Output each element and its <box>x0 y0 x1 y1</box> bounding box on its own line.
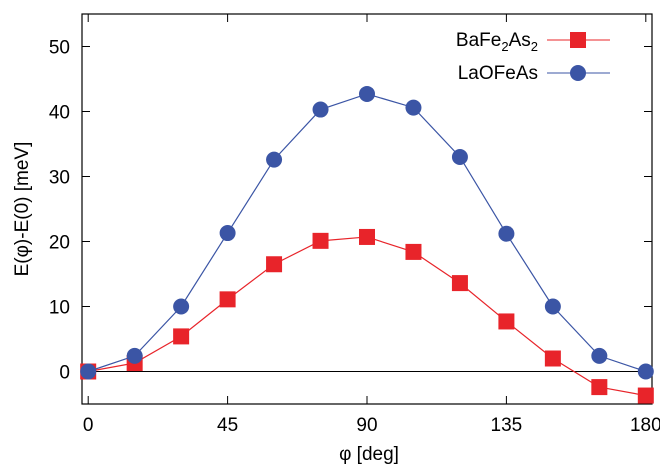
x-tick-label: 135 <box>491 415 523 436</box>
legend-part-mid: As <box>509 30 531 51</box>
y-tick-label: 20 <box>49 233 70 254</box>
data-point-circle <box>405 99 422 116</box>
data-point-circle <box>544 298 561 315</box>
y-tick-label: 50 <box>49 38 70 59</box>
ticks-layer: 0 45 90 135 180 0 10 20 30 40 50 <box>49 14 660 436</box>
y-tick-label: 0 <box>59 363 70 384</box>
data-point-circle <box>80 363 97 380</box>
data-point-square <box>266 256 283 273</box>
data-point-circle <box>219 225 236 242</box>
x-tick-label: 0 <box>83 415 94 436</box>
data-point-circle <box>451 149 468 165</box>
data-point-square <box>405 243 422 260</box>
legend-label-bafe2as2: BaFe2As2 <box>456 30 538 54</box>
legend-part-sub1: 2 <box>501 39 508 54</box>
data-point-square <box>312 232 329 249</box>
data-point-circle <box>591 347 608 364</box>
legend-part-base: BaFe <box>456 30 501 51</box>
data-point-circle <box>498 225 515 242</box>
data-point-circle <box>312 101 329 118</box>
x-tick-label: 45 <box>217 415 238 436</box>
series-layer <box>80 85 654 404</box>
data-point-square <box>498 313 515 330</box>
y-tick-label: 10 <box>49 298 70 319</box>
y-tick-label: 30 <box>49 168 70 189</box>
x-tick-label: 180 <box>630 415 660 436</box>
legend-part-sub2: 2 <box>531 39 538 54</box>
data-point-square <box>173 328 190 345</box>
x-tick-label: 90 <box>356 415 377 436</box>
y-axis-title: E(φ)-E(0) [meV] <box>12 142 33 277</box>
legend-marker-bafe2as2 <box>570 32 586 48</box>
data-point-circle <box>173 298 190 315</box>
legend-marker-laofeas <box>570 65 586 81</box>
data-point-circle <box>126 347 143 364</box>
data-point-circle <box>266 151 283 168</box>
data-point-square <box>451 275 468 292</box>
data-point-circle <box>637 363 654 380</box>
data-point-circle <box>359 85 375 102</box>
data-point-square <box>544 350 561 367</box>
data-point-square <box>219 291 236 308</box>
x-axis-title: φ [deg] <box>339 444 399 465</box>
y-tick-label: 40 <box>49 103 70 124</box>
legend-label-laofeas: LaOFeAs <box>458 63 538 84</box>
data-point-square <box>359 228 375 245</box>
data-point-square <box>591 379 608 396</box>
legend: BaFe2As2 LaOFeAs <box>456 30 610 84</box>
data-point-square <box>637 387 654 404</box>
